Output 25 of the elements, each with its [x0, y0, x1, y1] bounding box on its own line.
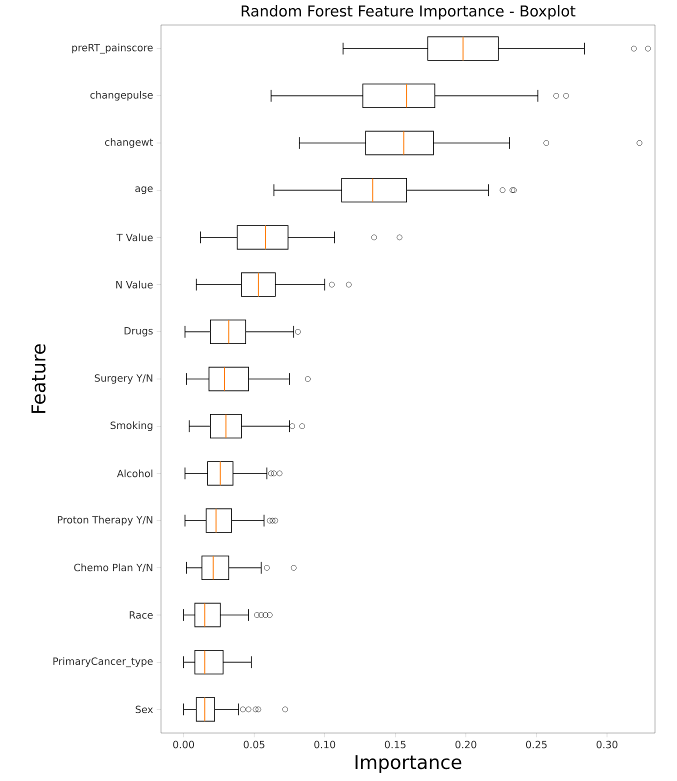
y-tick-label: Race	[130, 611, 153, 619]
y-tick-label: Surgery Y/N	[94, 374, 152, 384]
x-tick-label: 0.15	[384, 740, 406, 748]
x-tick-label: 0.00	[173, 740, 194, 748]
y-tick-label: Alcohol	[116, 470, 152, 478]
chart-title: Random Forest Feature Importance - Boxplot	[242, 5, 576, 20]
y-tick-label: Sex	[136, 706, 153, 714]
y-tick-label: changepulse	[90, 90, 153, 101]
y-axis-title: Feature	[32, 344, 46, 413]
x-tick-label: 0.05	[244, 740, 264, 748]
x-tick-label: 0.10	[314, 740, 336, 748]
y-tick-label: N Value	[116, 280, 153, 288]
x-axis-title: Importance	[356, 755, 462, 773]
x-tick-label: 0.30	[596, 740, 618, 748]
y-tick-label: Proton Therapy Y/N	[58, 516, 152, 526]
y-tick-label: PrimaryCancer_type	[53, 657, 153, 668]
x-tick-label: 0.20	[455, 740, 476, 748]
y-tick-label: Drugs	[124, 327, 153, 336]
y-tick-label: preRT_painscore	[72, 44, 153, 54]
y-tick-label: changewt	[105, 138, 153, 148]
y-tick-label: Chemo Plan Y/N	[74, 564, 152, 572]
y-tick-label: age	[135, 186, 153, 194]
x-tick-label: 0.25	[526, 740, 547, 748]
y-tick-label: Smoking	[110, 421, 152, 432]
y-tick-label: T Value	[116, 234, 153, 242]
